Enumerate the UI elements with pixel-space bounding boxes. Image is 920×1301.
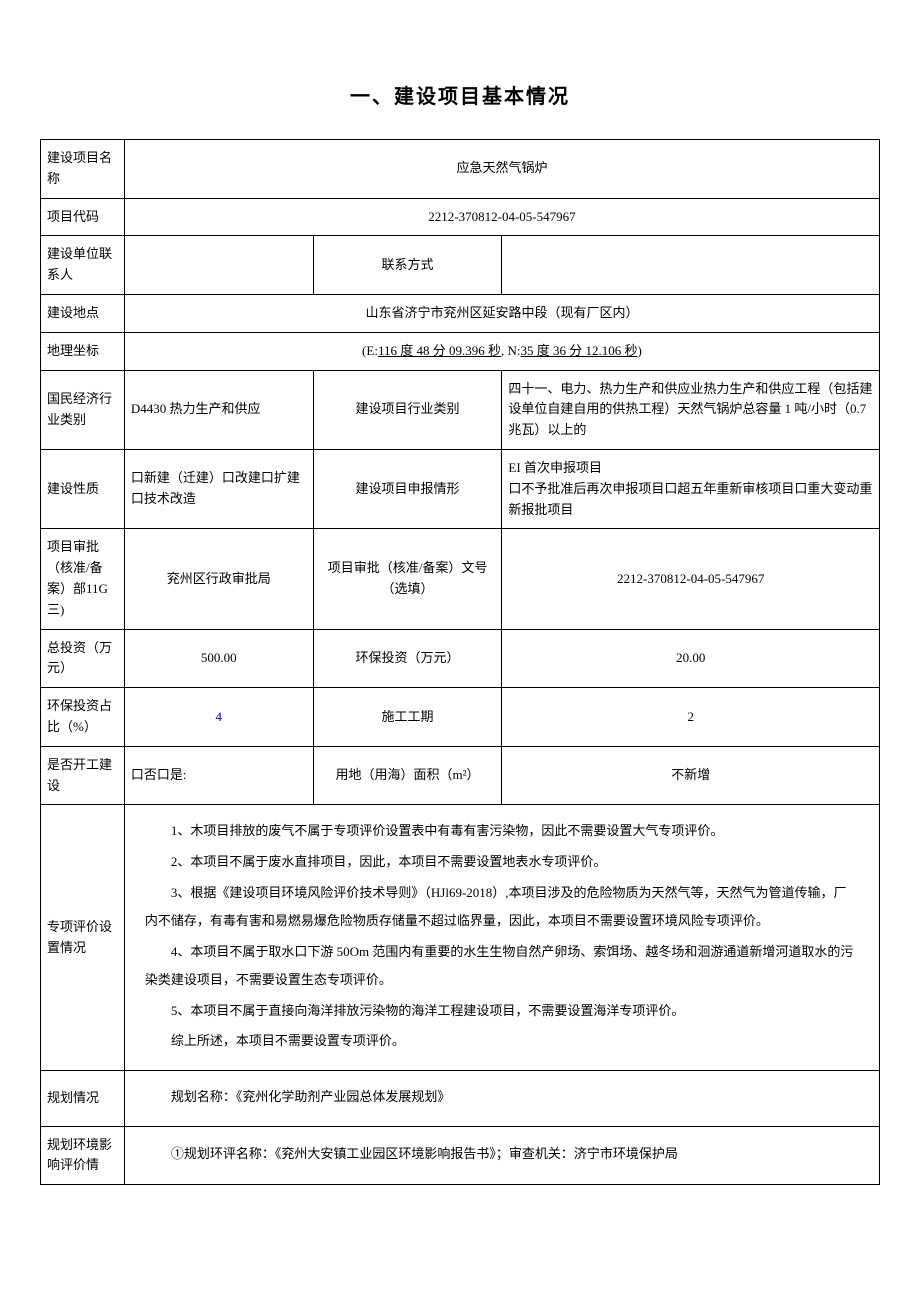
label-env-invest: 环保投资（万元） xyxy=(313,629,502,688)
value-plan: 规划名称：《兖州化学助剂产业园总体发展规划》 xyxy=(124,1071,879,1127)
table-row: 项目审批（核准/备案）部11G 三) 兖州区行政审批局 项目审批（核准/备案）文… xyxy=(41,529,880,629)
label-location: 建设地点 xyxy=(41,294,125,332)
label-env-ratio: 环保投资占比（%） xyxy=(41,688,125,747)
page-title: 一、建设项目基本情况 xyxy=(40,80,880,109)
table-row: 是否开工建设 口否口是: 用地（用海）面积（m²） 不新增 xyxy=(41,746,880,805)
project-info-table: 建设项目名称 应急天然气锅炉 项目代码 2212-370812-04-05-54… xyxy=(40,139,880,1185)
value-special-eval: 1、木项目排放的废气不属于专项评价设置表中有毒有害污染物，因此不需要设置大气专项… xyxy=(124,805,879,1071)
special-eval-line: 综上所述，本项目不需要设置专项评价。 xyxy=(145,1027,859,1056)
label-economy-cat: 国民经济行业类别 xyxy=(41,370,125,449)
table-row: 地理坐标 (E:116 度 48 分 09.396 秒, N:35 度 36 分… xyxy=(41,332,880,370)
table-row: 环保投资占比（%） 4 施工工期 2 xyxy=(41,688,880,747)
label-started: 是否开工建设 xyxy=(41,746,125,805)
table-row: 规划环境影响评价情 ①规划环评名称：《兖州大安镇工业园区环境影响报告书》；审查机… xyxy=(41,1126,880,1185)
table-row: 建设地点 山东省济宁市兖州区延安路中段（现有厂区内） xyxy=(41,294,880,332)
plan-text: 规划名称：《兖州化学助剂产业园总体发展规划》 xyxy=(145,1083,859,1112)
label-plan-env: 规划环境影响评价情 xyxy=(41,1126,125,1185)
table-row: 建设性质 口新建（迁建）口改建口扩建口技术改造 建设项目申报情形 EI 首次申报… xyxy=(41,449,880,528)
value-nature: 口新建（迁建）口改建口扩建口技术改造 xyxy=(124,449,313,528)
value-industry-cat: 四十一、电力、热力生产和供应业热力生产和供应工程（包括建设单位自建自用的供热工程… xyxy=(502,370,880,449)
coords-suffix: ) xyxy=(637,343,641,358)
value-plan-env: ①规划环评名称：《兖州大安镇工业园区环境影响报告书》；审查机关：济宁市环境保护局 xyxy=(124,1126,879,1185)
label-construction-period: 施工工期 xyxy=(313,688,502,747)
value-construction-period: 2 xyxy=(502,688,880,747)
table-row: 国民经济行业类别 D4430 热力生产和供应 建设项目行业类别 四十一、电力、热… xyxy=(41,370,880,449)
special-eval-line: 4、本项目不属于取水口下游 50Om 范围内有重要的水生生物自然产卵场、索饵场、… xyxy=(145,938,859,995)
label-industry-cat: 建设项目行业类别 xyxy=(313,370,502,449)
value-approval-no: 2212-370812-04-05-547967 xyxy=(502,529,880,629)
coords-north: 35 度 36 分 12.106 秒 xyxy=(520,343,637,358)
value-total-invest: 500.00 xyxy=(124,629,313,688)
value-contact-method xyxy=(502,236,880,295)
special-eval-line: 5、本项目不属于直接向海洋排放污染物的海洋工程建设项目，不需要设置海洋专项评价。 xyxy=(145,997,859,1026)
value-env-ratio: 4 xyxy=(124,688,313,747)
table-row: 项目代码 2212-370812-04-05-547967 xyxy=(41,198,880,236)
value-approval-dept: 兖州区行政审批局 xyxy=(124,529,313,629)
label-contact-person: 建设单位联系人 xyxy=(41,236,125,295)
value-project-code: 2212-370812-04-05-547967 xyxy=(124,198,879,236)
coords-prefix: (E: xyxy=(362,343,378,358)
label-approval-dept: 项目审批（核准/备案）部11G 三) xyxy=(41,529,125,629)
value-started: 口否口是: xyxy=(124,746,313,805)
label-land-area: 用地（用海）面积（m²） xyxy=(313,746,502,805)
special-eval-line: 3、根据《建设项目环境风险评价技术导则》（HJl69-2018）,本项目涉及的危… xyxy=(145,879,859,936)
value-land-area: 不新增 xyxy=(502,746,880,805)
value-project-name: 应急天然气锅炉 xyxy=(124,140,879,199)
special-eval-line: 1、木项目排放的废气不属于专项评价设置表中有毒有害污染物，因此不需要设置大气专项… xyxy=(145,817,859,846)
label-contact-method: 联系方式 xyxy=(313,236,502,295)
table-row: 规划情况 规划名称：《兖州化学助剂产业园总体发展规划》 xyxy=(41,1071,880,1127)
label-approval-no: 项目审批（核准/备案）文号（选填） xyxy=(313,529,502,629)
table-row: 建设项目名称 应急天然气锅炉 xyxy=(41,140,880,199)
label-nature: 建设性质 xyxy=(41,449,125,528)
table-row: 总投资（万元） 500.00 环保投资（万元） 20.00 xyxy=(41,629,880,688)
value-economy-cat: D4430 热力生产和供应 xyxy=(124,370,313,449)
table-row: 建设单位联系人 联系方式 xyxy=(41,236,880,295)
label-declare-form: 建设项目申报情形 xyxy=(313,449,502,528)
table-row: 专项评价设置情况 1、木项目排放的废气不属于专项评价设置表中有毒有害污染物，因此… xyxy=(41,805,880,1071)
label-coords: 地理坐标 xyxy=(41,332,125,370)
label-project-code: 项目代码 xyxy=(41,198,125,236)
label-total-invest: 总投资（万元） xyxy=(41,629,125,688)
plan-env-text: ①规划环评名称：《兖州大安镇工业园区环境影响报告书》；审查机关：济宁市环境保护局 xyxy=(145,1140,859,1169)
value-declare-form: EI 首次申报项目 口不予批准后再次申报项目口超五年重新审核项目口重大变动重新报… xyxy=(502,449,880,528)
special-eval-line: 2、本项目不属于废水直排项目，因此，本项目不需要设置地表水专项评价。 xyxy=(145,848,859,877)
label-plan: 规划情况 xyxy=(41,1071,125,1127)
value-coords: (E:116 度 48 分 09.396 秒, N:35 度 36 分 12.1… xyxy=(124,332,879,370)
value-contact-person xyxy=(124,236,313,295)
coords-east: 116 度 48 分 09.396 秒 xyxy=(378,343,501,358)
coords-mid: , N: xyxy=(501,343,521,358)
value-env-invest: 20.00 xyxy=(502,629,880,688)
value-location: 山东省济宁市兖州区延安路中段（现有厂区内） xyxy=(124,294,879,332)
label-special-eval: 专项评价设置情况 xyxy=(41,805,125,1071)
label-project-name: 建设项目名称 xyxy=(41,140,125,199)
